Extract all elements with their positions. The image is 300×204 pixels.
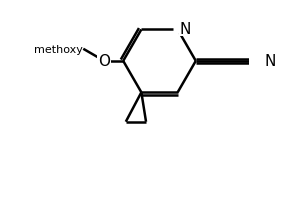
- Text: O: O: [98, 54, 110, 69]
- Text: N: N: [265, 54, 276, 69]
- Text: methoxy: methoxy: [34, 44, 83, 54]
- Text: N: N: [180, 21, 191, 36]
